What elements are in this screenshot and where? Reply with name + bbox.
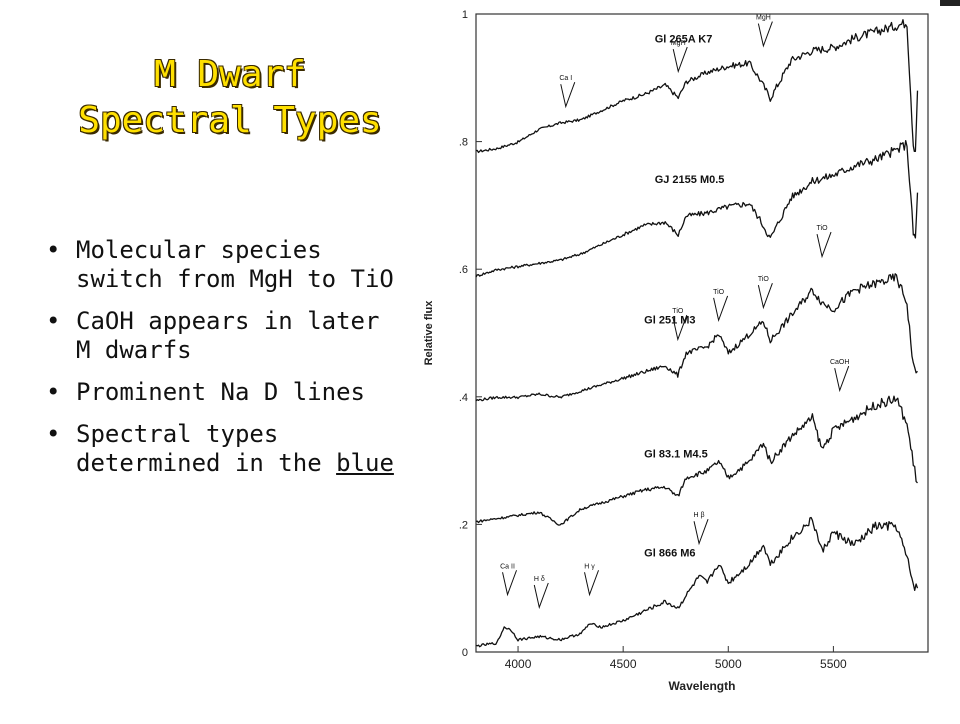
- line-annotation-label: H δ: [534, 576, 545, 583]
- bullet-list: • Molecular species switch from MgH to Ti…: [44, 236, 404, 491]
- line-annotation-label: TiO: [817, 225, 829, 232]
- line-annotation-mark: [584, 570, 599, 597]
- line-annotation-mark: [757, 21, 773, 48]
- line-annotation-mark: [713, 295, 729, 323]
- bullet-item: • Prominent Na D lines: [44, 378, 404, 407]
- bullet-dot: •: [46, 307, 61, 335]
- spectrum-line: [475, 139, 919, 278]
- line-annotation-label: CaOH: [830, 359, 849, 366]
- bullet-text: Molecular species switch from MgH to TiO: [76, 236, 394, 293]
- spectrum-line: [475, 273, 918, 402]
- series-label: Gl 251 M3: [644, 314, 695, 326]
- bullet-dot: •: [46, 420, 61, 448]
- line-annotation-label: TiO: [713, 289, 725, 296]
- bullet-item: • Molecular species switch from MgH to Ti…: [44, 236, 404, 294]
- series-label: Gl 83.1 M4.5: [644, 448, 708, 460]
- line-annotation-mark: [816, 231, 832, 259]
- bullet-item: • CaOH appears in later M dwarfs: [44, 307, 404, 365]
- series-label: GJ 2155 M0.5: [655, 174, 725, 186]
- plot-frame: [475, 13, 929, 653]
- line-annotation-mark: [757, 282, 773, 310]
- y-tick-label: .4: [459, 392, 468, 404]
- bullet-dot: •: [46, 236, 61, 264]
- line-annotation-label: TiO: [758, 276, 770, 283]
- line-annotation-label: H γ: [584, 563, 595, 570]
- line-annotation-mark: [672, 46, 688, 74]
- bullet-text: Spectral types determined in the: [76, 420, 337, 477]
- slide-title-line-2: Spectral Types: [78, 100, 382, 141]
- line-annotation-label: MgH: [671, 40, 686, 47]
- spectra-figure: 0 .2 .4 .6 .8 1 4000 4500 5000 5500 Wavelength Rela…: [412, 0, 960, 720]
- y-tick-label: 1: [462, 9, 468, 21]
- series-label: Gl 265A K7: [655, 34, 713, 46]
- slide-title-line-1: M Dwarf: [154, 54, 306, 95]
- line-annotation-mark: [834, 365, 850, 393]
- y-tick-label: 0: [462, 647, 468, 659]
- line-annotation-label: TiO: [672, 308, 684, 315]
- y-tick-label: .6: [459, 264, 468, 276]
- line-annotation-mark: [693, 519, 709, 546]
- x-tick-label: 4000: [505, 657, 532, 671]
- bullet-item: • Spectral types determined in the blue: [44, 420, 404, 478]
- line-annotation-label: Ca I: [559, 75, 572, 82]
- line-annotation-mark: [672, 314, 688, 342]
- spectrum-line: [475, 516, 919, 648]
- bullet-underlined-word: blue: [336, 449, 394, 477]
- spectrum-line: [475, 19, 919, 154]
- y-axis-label: Relative flux: [423, 300, 435, 366]
- x-tick-label: 5000: [715, 657, 742, 671]
- slide-corner-mark: [940, 0, 960, 6]
- bullet-text: CaOH appears in later M dwarfs: [76, 307, 380, 364]
- bullet-dot: •: [46, 378, 61, 406]
- spectrum-line: [475, 395, 918, 526]
- x-axis-label: Wavelength: [669, 679, 736, 693]
- spectra-chart: 0 .2 .4 .6 .8 1 4000 4500 5000 5500 Wavelength Rela…: [423, 9, 929, 693]
- line-annotation-mark: [502, 570, 518, 597]
- x-tick-label: 5500: [820, 657, 847, 671]
- y-tick-label: .2: [459, 519, 468, 531]
- slide-title: M Dwarf Spectral Types: [30, 52, 430, 144]
- line-annotation-label: Ca II: [500, 563, 515, 570]
- line-annotation-mark: [533, 582, 549, 610]
- line-annotation-label: H β: [694, 512, 705, 519]
- line-annotation-label: MgH: [756, 15, 771, 22]
- x-tick-label: 4500: [610, 657, 637, 671]
- y-tick-label: .8: [459, 137, 468, 149]
- bullet-text: Prominent Na D lines: [76, 378, 365, 406]
- line-annotation-mark: [560, 82, 576, 109]
- series-label: Gl 866 M6: [644, 547, 695, 559]
